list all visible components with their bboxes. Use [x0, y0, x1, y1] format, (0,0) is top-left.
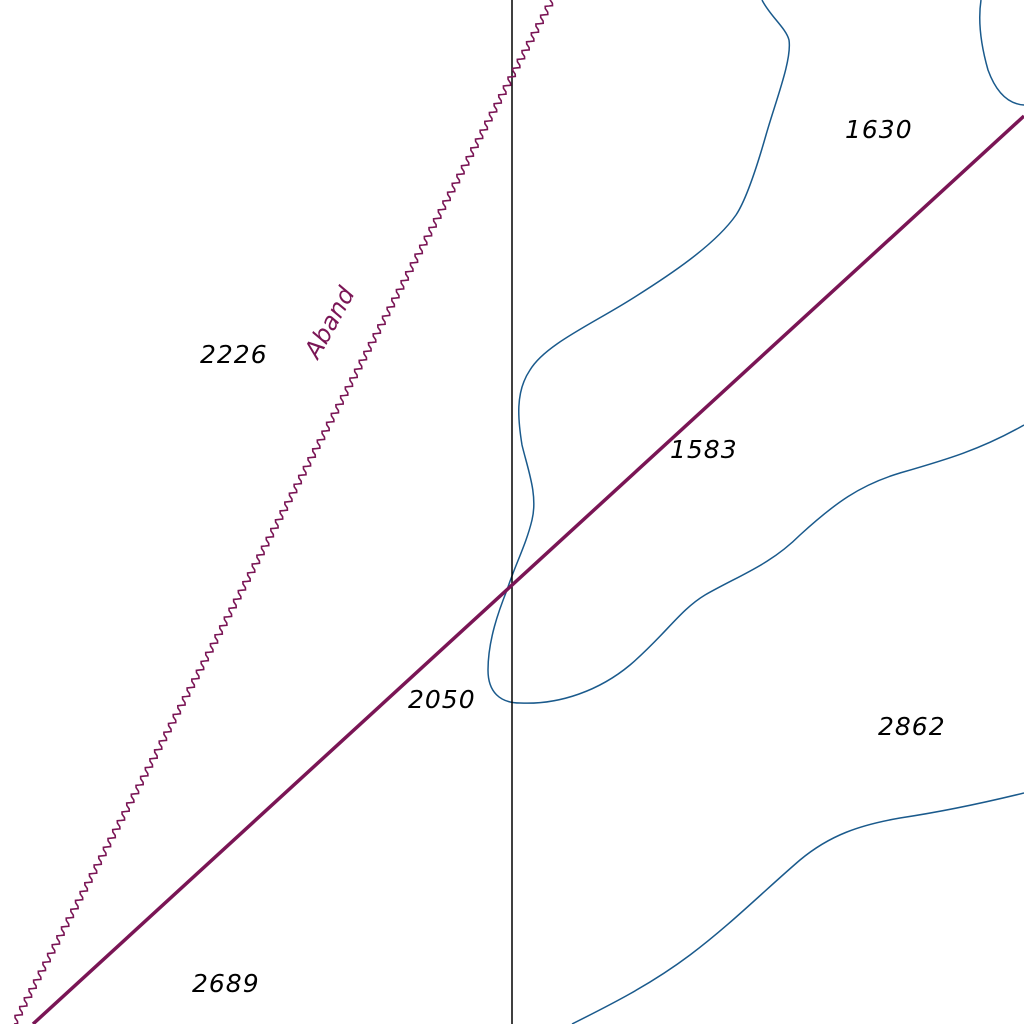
parcel-label-2050: 2050	[408, 685, 476, 714]
contour-line-top-right	[978, 0, 1024, 106]
abandoned-railway-label: Aband	[298, 281, 361, 364]
parcel-label-1630: 1630	[845, 115, 913, 144]
parcel-label-2689: 2689	[192, 969, 260, 998]
contour-line-bottom	[571, 792, 1024, 1024]
contour-line-top	[487, 0, 1024, 704]
abandoned-railway-line	[13, 0, 554, 1024]
parcel-label-1583: 1583	[670, 435, 738, 464]
railway-line	[31, 114, 1024, 1024]
parcel-label-2226: 2226	[200, 340, 268, 369]
parcel-label-2862: 2862	[878, 712, 946, 741]
